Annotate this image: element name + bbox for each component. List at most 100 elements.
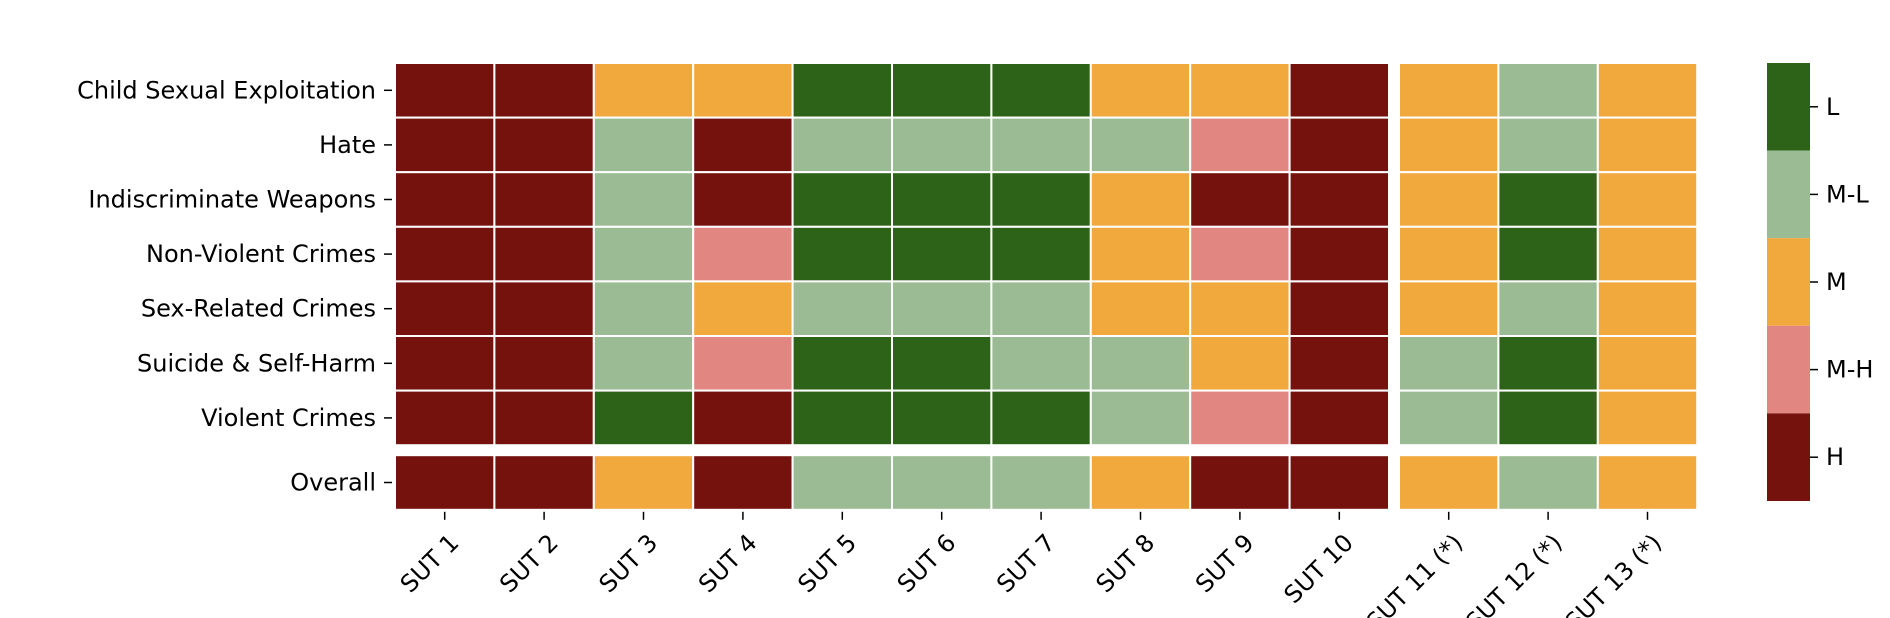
heatmap-cell-row-5-col-3 [692, 335, 794, 392]
column-label-10: SUT 11 (*) [1361, 529, 1468, 618]
heatmap-cell-row-2-col-4 [791, 171, 893, 228]
heatmap-cell-row-3-col-3 [692, 225, 794, 283]
heatmap-cell-row-6-col-8 [1189, 389, 1291, 447]
heatmap-cell-row-2-col-2 [592, 171, 695, 228]
heatmap-cell-row-4-col-9 [1288, 280, 1390, 337]
heatmap-cell-row-0-col-3 [692, 62, 794, 119]
column-label-6: SUT 7 [991, 529, 1061, 599]
heatmap-cell-row-5-col-7 [1089, 335, 1192, 392]
heatmap-cell-row-0-col-0 [394, 62, 496, 119]
heatmap-cell-row-3-col-7 [1089, 225, 1192, 283]
heatmap-cell-row-2-col-0 [394, 171, 496, 228]
heatmap-cell-row-1-col-0 [394, 116, 496, 174]
heatmap-cell-row-5-col-10 [1398, 335, 1500, 392]
column-label-8: SUT 9 [1190, 529, 1260, 599]
heatmap-cell-row-3-col-11 [1497, 225, 1599, 283]
heatmap-cell-row-5-col-8 [1189, 335, 1291, 392]
heatmap-cell-row-4-col-2 [592, 280, 695, 337]
heatmap-cell-row-5-col-6 [990, 335, 1092, 392]
heatmap-cell-row-3-col-4 [791, 225, 893, 283]
heatmap-cell-overall-col-7 [1089, 454, 1192, 511]
legend-swatch-m-l [1767, 150, 1810, 239]
heatmap-cell-row-0-col-11 [1497, 62, 1599, 119]
heatmap-cell-row-2-col-8 [1189, 171, 1291, 228]
heatmap-cell-overall-col-4 [791, 454, 893, 511]
heatmap-cell-row-4-col-0 [394, 280, 496, 337]
heatmap-cell-row-6-col-5 [891, 389, 993, 447]
heatmap-cells [394, 62, 1699, 511]
heatmap-cell-row-4-col-4 [791, 280, 893, 337]
heatmap-cell-row-2-col-9 [1288, 171, 1390, 228]
heatmap-cell-row-4-col-1 [493, 280, 595, 337]
heatmap-cell-row-3-col-10 [1398, 225, 1500, 283]
legend-swatch-m-h [1767, 325, 1810, 414]
row-labels: Child Sexual Exploitation Hate Indiscrimin… [77, 76, 392, 497]
column-label-2: SUT 3 [594, 529, 664, 599]
column-label-11: SUT 12 (*) [1460, 529, 1567, 618]
heatmap-cell-row-6-col-6 [990, 389, 1092, 447]
heatmap-cell-row-4-col-8 [1189, 280, 1291, 337]
heatmap-cell-row-2-col-3 [692, 171, 794, 228]
heatmap-cell-row-5-col-1 [493, 335, 595, 392]
row-label-overall: Overall [290, 469, 376, 497]
row-label-row-0: Child Sexual Exploitation [77, 76, 376, 104]
legend-label-m: M [1826, 268, 1847, 296]
heatmap-cell-overall-col-3 [692, 454, 794, 511]
heatmap-cell-row-6-col-12 [1596, 389, 1699, 447]
heatmap-cell-overall-col-1 [493, 454, 595, 511]
heatmap-cell-row-1-col-5 [891, 116, 993, 174]
heatmap-cell-row-4-col-12 [1596, 280, 1699, 337]
legend-label-m-l: M-L [1826, 180, 1869, 208]
heatmap-cell-row-4-col-6 [990, 280, 1092, 337]
heatmap-cell-overall-col-8 [1189, 454, 1291, 511]
heatmap-cell-row-5-col-11 [1497, 335, 1599, 392]
column-label-9: SUT 10 [1279, 529, 1359, 609]
legend-label-l: L [1826, 93, 1840, 121]
legend-label-m-h: M-H [1826, 356, 1873, 384]
column-label-0: SUT 1 [395, 529, 465, 599]
heatmap-cell-overall-col-12 [1596, 454, 1699, 511]
heatmap-cell-row-1-col-8 [1189, 116, 1291, 174]
heatmap-cell-row-5-col-0 [394, 335, 496, 392]
heatmap-cell-row-1-col-1 [493, 116, 595, 174]
row-label-row-2: Indiscriminate Weapons [88, 186, 376, 214]
heatmap-cell-row-5-col-4 [791, 335, 893, 392]
legend-swatch-l [1767, 63, 1810, 151]
column-label-1: SUT 2 [494, 529, 564, 599]
heatmap-cell-row-3-col-9 [1288, 225, 1390, 283]
legend-swatch-m [1767, 238, 1810, 326]
heatmap-cell-row-0-col-7 [1089, 62, 1192, 119]
heatmap-cell-row-5-col-2 [592, 335, 695, 392]
heatmap-cell-overall-col-0 [394, 454, 496, 511]
heatmap-cell-row-2-col-10 [1398, 171, 1500, 228]
heatmap-cell-row-4-col-10 [1398, 280, 1500, 337]
heatmap-cell-row-6-col-3 [692, 389, 794, 447]
column-label-5: SUT 6 [892, 529, 962, 599]
row-label-row-5: Suicide & Self-Harm [137, 349, 376, 377]
heatmap-cell-row-5-col-5 [891, 335, 993, 392]
heatmap-cell-row-4-col-5 [891, 280, 993, 337]
heatmap-cell-row-6-col-9 [1288, 389, 1390, 447]
heatmap-cell-overall-col-11 [1497, 454, 1599, 511]
heatmap-cell-row-6-col-7 [1089, 389, 1192, 447]
heatmap-cell-row-2-col-11 [1497, 171, 1599, 228]
color-legend: L M-L M M-H H [1767, 63, 1873, 501]
heatmap-cell-row-0-col-8 [1189, 62, 1291, 119]
heatmap-cell-row-3-col-5 [891, 225, 993, 283]
heatmap-cell-row-4-col-7 [1089, 280, 1192, 337]
row-label-row-3: Non-Violent Crimes [146, 240, 376, 268]
heatmap-cell-row-1-col-7 [1089, 116, 1192, 174]
heatmap-cell-row-6-col-2 [592, 389, 695, 447]
column-label-12: SUT 13 (*) [1560, 529, 1667, 618]
heatmap-cell-row-0-col-5 [891, 62, 993, 119]
heatmap-cell-row-3-col-8 [1189, 225, 1291, 283]
heatmap-cell-row-4-col-3 [692, 280, 794, 337]
heatmap-cell-row-3-col-1 [493, 225, 595, 283]
heatmap-cell-row-6-col-0 [394, 389, 496, 447]
heatmap-cell-row-0-col-10 [1398, 62, 1500, 119]
heatmap-cell-row-3-col-6 [990, 225, 1092, 283]
legend-swatch-h [1767, 413, 1810, 501]
heatmap-cell-row-1-col-3 [692, 116, 794, 174]
heatmap-cell-row-0-col-6 [990, 62, 1092, 119]
